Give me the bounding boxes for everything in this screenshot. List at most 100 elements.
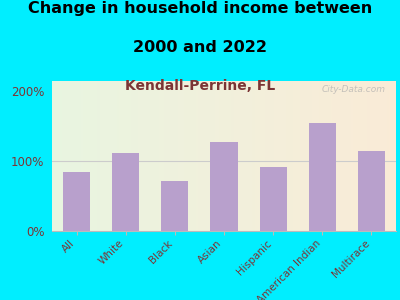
Bar: [136, 81, 138, 231]
Bar: [260, 167, 287, 231]
Bar: [138, 81, 140, 231]
Bar: [190, 81, 191, 231]
Bar: [81, 81, 83, 231]
Bar: [264, 81, 265, 231]
Bar: [193, 81, 195, 231]
Bar: [274, 81, 276, 231]
Bar: [200, 81, 202, 231]
Bar: [224, 81, 226, 231]
Bar: [344, 81, 346, 231]
Bar: [309, 123, 336, 231]
Bar: [252, 81, 253, 231]
Bar: [382, 81, 384, 231]
Bar: [86, 81, 88, 231]
Bar: [76, 81, 78, 231]
Bar: [233, 81, 234, 231]
Bar: [338, 81, 339, 231]
Bar: [276, 81, 277, 231]
Bar: [162, 81, 164, 231]
Bar: [133, 81, 134, 231]
Bar: [348, 81, 350, 231]
Bar: [62, 81, 64, 231]
Bar: [100, 81, 102, 231]
Bar: [131, 81, 133, 231]
Bar: [324, 81, 326, 231]
Bar: [143, 81, 145, 231]
Bar: [124, 81, 126, 231]
Bar: [389, 81, 391, 231]
Bar: [358, 151, 385, 231]
Bar: [210, 81, 212, 231]
Bar: [121, 81, 122, 231]
Bar: [52, 81, 54, 231]
Bar: [207, 81, 208, 231]
Bar: [167, 81, 169, 231]
Bar: [298, 81, 300, 231]
Bar: [236, 81, 238, 231]
Bar: [322, 81, 324, 231]
Bar: [372, 81, 374, 231]
Bar: [130, 81, 131, 231]
Bar: [294, 81, 296, 231]
Bar: [229, 81, 231, 231]
Bar: [134, 81, 136, 231]
Bar: [284, 81, 286, 231]
Bar: [88, 81, 90, 231]
Text: Kendall-Perrine, FL: Kendall-Perrine, FL: [125, 80, 275, 94]
Bar: [238, 81, 240, 231]
Bar: [196, 81, 198, 231]
Bar: [293, 81, 294, 231]
Bar: [329, 81, 331, 231]
Bar: [351, 81, 353, 231]
Bar: [379, 81, 380, 231]
Bar: [279, 81, 281, 231]
Bar: [117, 81, 119, 231]
Bar: [320, 81, 322, 231]
Bar: [291, 81, 293, 231]
Bar: [363, 81, 365, 231]
Bar: [210, 142, 238, 231]
Bar: [116, 81, 117, 231]
Bar: [169, 81, 171, 231]
Bar: [183, 81, 184, 231]
Bar: [95, 81, 97, 231]
Bar: [240, 81, 241, 231]
Bar: [257, 81, 258, 231]
Bar: [370, 81, 372, 231]
Text: City-Data.com: City-Data.com: [322, 85, 386, 94]
Bar: [362, 81, 363, 231]
Bar: [332, 81, 334, 231]
Bar: [289, 81, 291, 231]
Bar: [245, 81, 246, 231]
Bar: [74, 81, 76, 231]
Bar: [356, 81, 358, 231]
Bar: [157, 81, 159, 231]
Bar: [109, 81, 110, 231]
Bar: [392, 81, 394, 231]
Bar: [222, 81, 224, 231]
Bar: [217, 81, 219, 231]
Bar: [296, 81, 298, 231]
Bar: [375, 81, 377, 231]
Bar: [78, 81, 80, 231]
Bar: [267, 81, 269, 231]
Bar: [164, 81, 166, 231]
Bar: [114, 81, 116, 231]
Bar: [147, 81, 148, 231]
Bar: [97, 81, 98, 231]
Bar: [208, 81, 210, 231]
Bar: [188, 81, 190, 231]
Bar: [203, 81, 205, 231]
Bar: [243, 81, 245, 231]
Bar: [253, 81, 255, 231]
Bar: [69, 81, 71, 231]
Bar: [159, 81, 160, 231]
Bar: [355, 81, 356, 231]
Bar: [388, 81, 389, 231]
Bar: [107, 81, 109, 231]
Bar: [384, 81, 386, 231]
Bar: [334, 81, 336, 231]
Bar: [195, 81, 196, 231]
Bar: [248, 81, 250, 231]
Bar: [122, 81, 124, 231]
